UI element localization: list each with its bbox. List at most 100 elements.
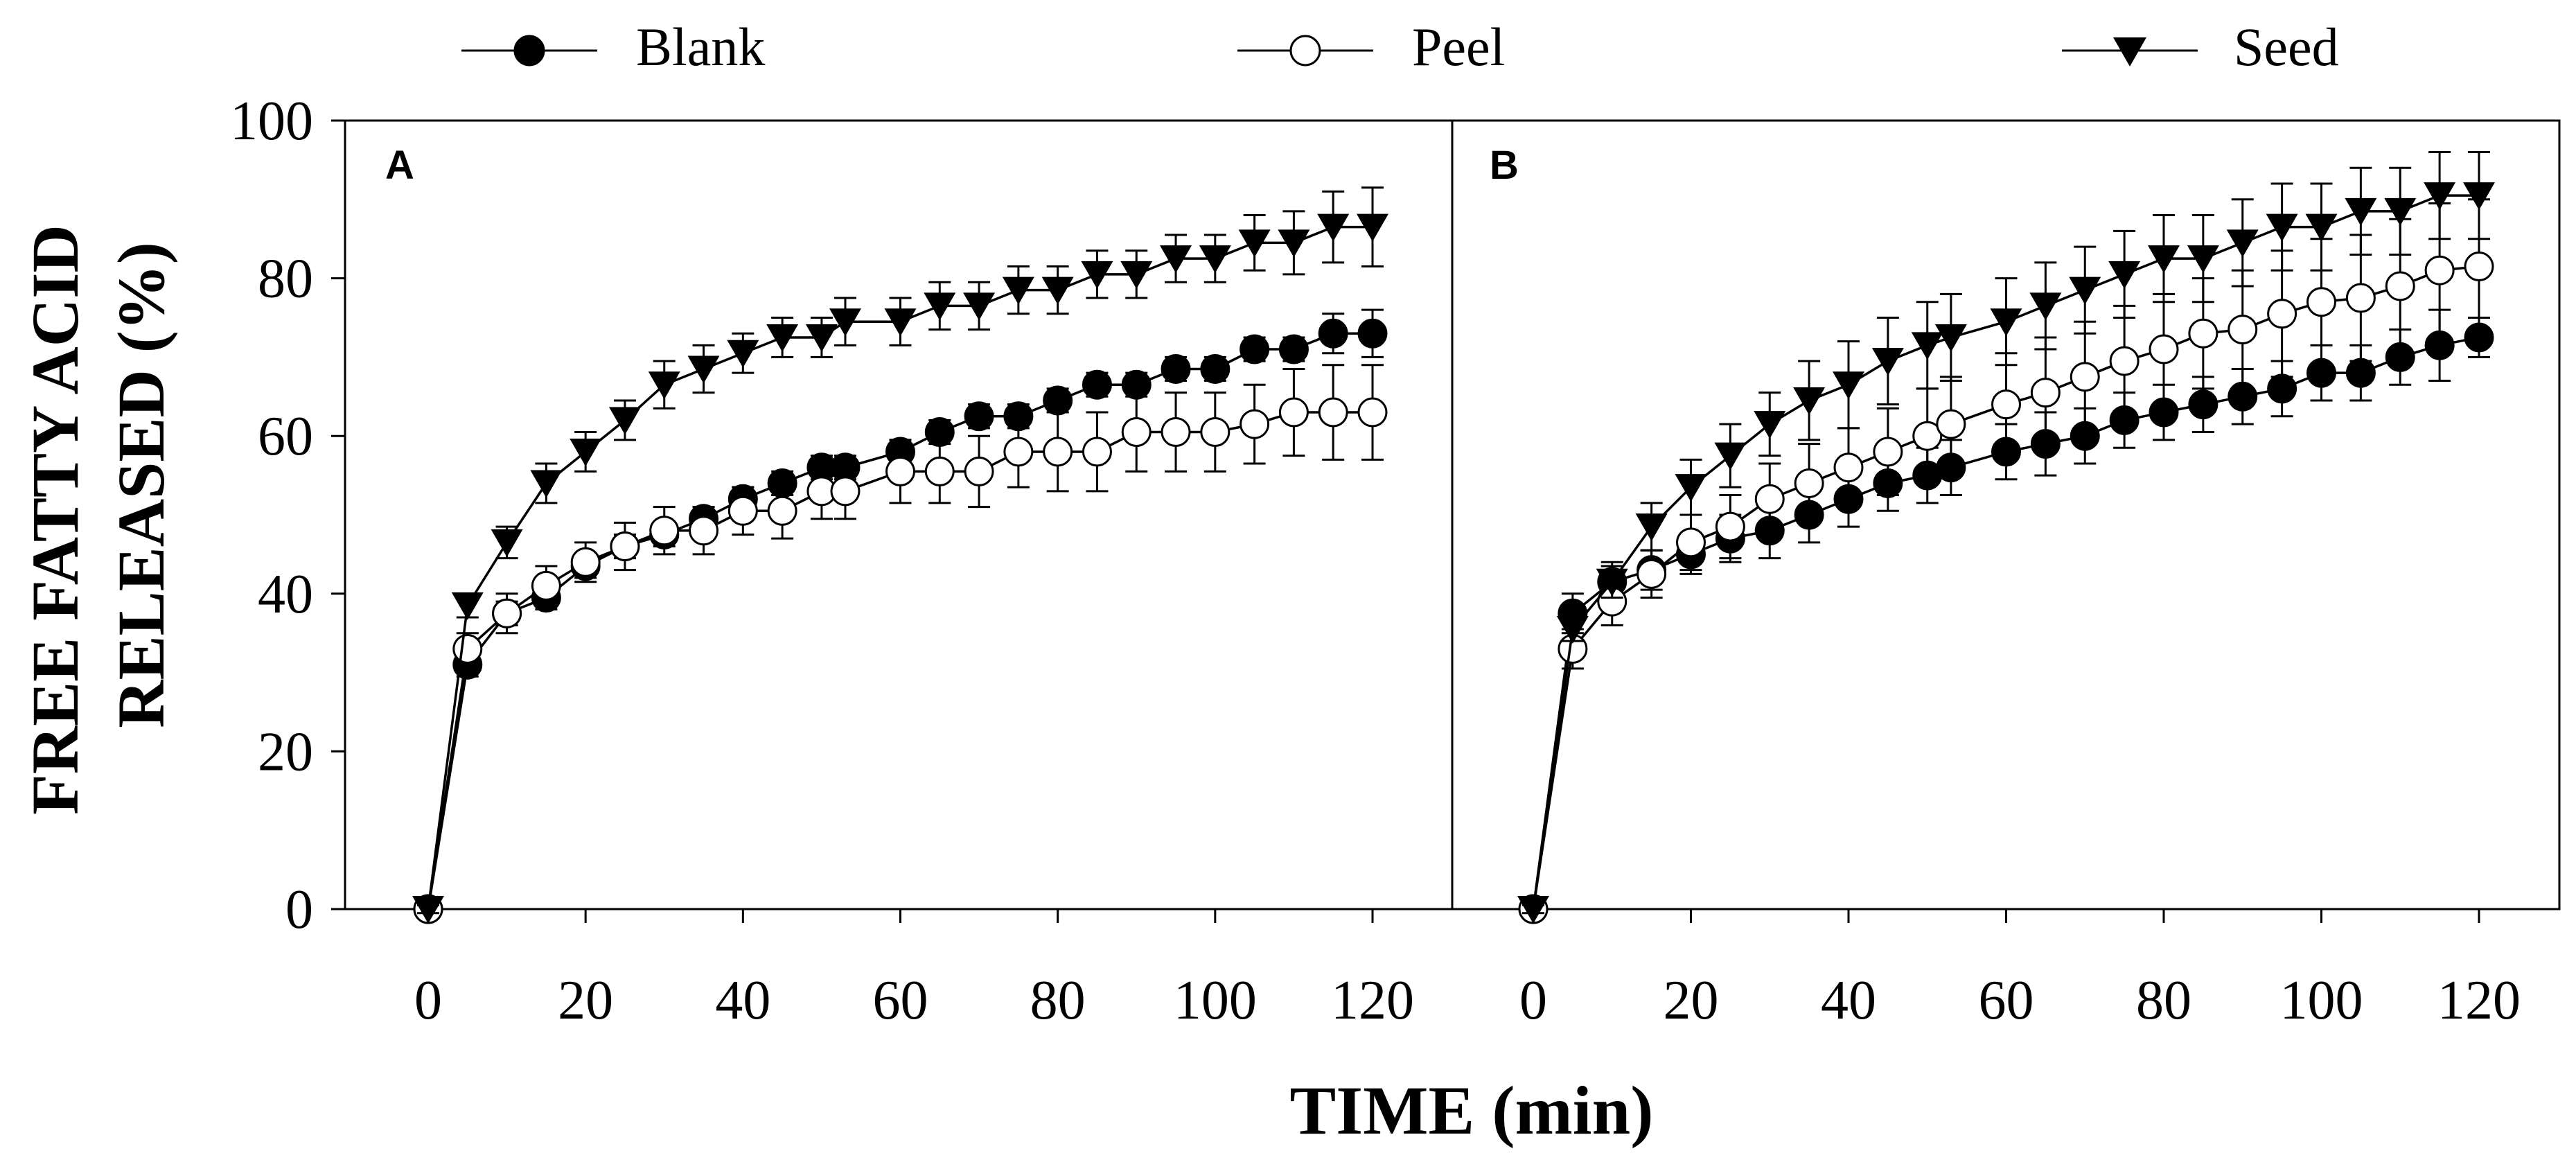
data-point-blank — [1240, 334, 1270, 364]
x-tick-label: 80 — [2136, 970, 2191, 1031]
data-point-peel — [1240, 409, 1270, 439]
data-layer — [412, 151, 2495, 924]
data-point-peel — [2424, 255, 2455, 285]
data-point-seed — [1041, 276, 1074, 305]
data-point-peel — [2345, 283, 2376, 313]
data-point-seed — [2424, 182, 2456, 211]
data-point-seed — [2345, 197, 2377, 226]
legend-label-blank: Blank — [636, 17, 765, 77]
x-axis-title: TIME (min) — [1290, 1072, 1654, 1149]
x-tick-label: 20 — [1664, 970, 1719, 1031]
data-point-peel — [2030, 378, 2061, 408]
data-point-peel — [1794, 468, 1824, 498]
panel-b-data — [1517, 151, 2495, 924]
x-tick-label: 80 — [1030, 970, 1086, 1031]
data-point-seed — [530, 470, 563, 498]
data-point-peel — [1161, 417, 1191, 448]
y-tick-label: 80 — [258, 249, 313, 310]
data-point-peel — [610, 531, 640, 562]
data-point-seed — [1002, 276, 1034, 305]
data-point-peel — [2109, 346, 2140, 376]
data-point-peel — [1318, 397, 1348, 428]
data-point-peel — [1121, 417, 1152, 448]
data-point-peel — [2070, 362, 2100, 392]
data-point-seed — [1793, 387, 1826, 415]
data-point-seed — [2069, 276, 2101, 305]
data-point-blank — [2267, 373, 2297, 404]
legend-item-seed: Seed — [2062, 17, 2339, 77]
data-point-peel — [1936, 409, 1966, 439]
data-point-peel — [1637, 558, 1667, 589]
data-point-seed — [1120, 261, 1153, 289]
y-tick-label: 0 — [285, 879, 313, 940]
legend-label-peel: Peel — [1412, 17, 1505, 77]
data-point-peel — [1357, 397, 1388, 428]
data-point-seed — [2266, 213, 2298, 242]
data-point-seed — [963, 292, 996, 321]
x-tick-label: 40 — [715, 970, 770, 1031]
data-point-seed — [1238, 229, 1271, 258]
panel-a-data — [412, 186, 1388, 924]
data-point-peel — [2188, 318, 2218, 349]
data-point-seed — [1357, 213, 1388, 242]
data-point-peel — [1991, 389, 2021, 420]
data-point-seed — [1317, 213, 1350, 242]
data-point-peel — [1278, 397, 1309, 428]
legend-item-peel: Peel — [1237, 17, 1505, 77]
data-point-peel — [1754, 484, 1785, 514]
y-tick-label: 20 — [258, 721, 313, 782]
panel-a-label: A — [385, 143, 414, 188]
data-point-seed — [727, 340, 759, 368]
data-point-blank — [964, 401, 994, 432]
x-tick-label: 0 — [1519, 970, 1547, 1031]
data-point-peel — [2306, 287, 2336, 317]
series-peel — [413, 364, 1388, 924]
data-point-seed — [1871, 348, 1904, 376]
data-point-peel — [1003, 437, 1034, 467]
data-point-seed — [1714, 442, 1747, 470]
data-point-seed — [2108, 261, 2141, 289]
y-tick-label: 100 — [230, 91, 313, 152]
data-point-peel — [1912, 421, 1943, 451]
data-point-seed — [1160, 245, 1192, 274]
data-point-seed — [570, 438, 602, 466]
data-point-peel — [531, 570, 561, 601]
data-point-seed — [2305, 213, 2338, 242]
data-point-seed — [1990, 308, 2022, 337]
y-axis-title-line1: FREE FATTY ACID — [18, 225, 92, 815]
data-point-seed — [2148, 245, 2180, 274]
axes-layer: 0 20 40 60 80 100 0 20 40 60 80 100 120 0 20 40 60 80 100 1… — [230, 91, 2521, 1031]
data-point-blank — [1357, 318, 1388, 349]
data-point-peel — [1833, 452, 1864, 483]
data-point-seed — [2187, 245, 2219, 274]
data-point-peel — [964, 456, 994, 486]
data-point-peel — [649, 516, 680, 546]
data-point-seed — [1675, 474, 1707, 502]
data-point-peel — [924, 456, 955, 486]
data-point-blank — [1161, 353, 1191, 384]
data-point-seed — [2463, 182, 2495, 211]
legend-item-blank: Blank — [461, 17, 765, 77]
x-tick-label: 0 — [414, 970, 442, 1031]
data-point-peel — [2385, 271, 2415, 301]
data-point-seed — [1081, 261, 1113, 289]
data-point-peel — [1873, 437, 1903, 467]
x-tick-label: 100 — [2280, 970, 2363, 1031]
y-axis-title-line2: RELEASED (%) — [104, 242, 178, 728]
data-point-peel — [1043, 437, 1073, 467]
x-tick-label: 40 — [1821, 970, 1876, 1031]
data-point-seed — [1556, 616, 1589, 644]
data-point-peel — [2464, 252, 2494, 282]
data-point-peel — [727, 495, 758, 526]
data-point-peel — [1200, 417, 1230, 448]
data-point-blank — [2345, 358, 2376, 388]
data-point-seed — [687, 355, 720, 384]
data-point-peel — [1676, 527, 1706, 558]
data-point-blank — [2188, 389, 2218, 420]
data-point-peel — [767, 495, 797, 526]
data-point-seed — [491, 529, 523, 557]
data-point-seed — [1934, 324, 1967, 352]
data-point-seed — [1911, 332, 1943, 360]
